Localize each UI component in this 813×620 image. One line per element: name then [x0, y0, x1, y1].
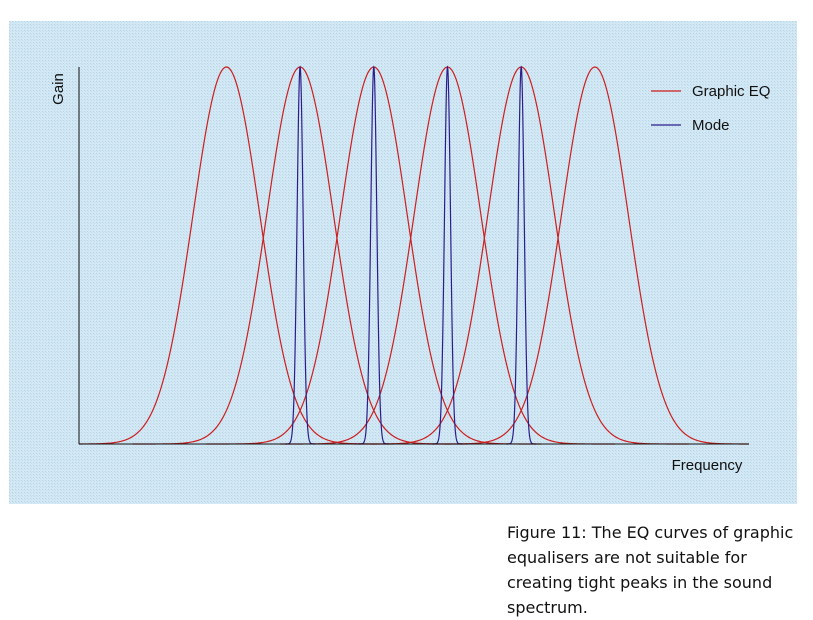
- figure-caption: Figure 11: The EQ curves of graphic equa…: [507, 523, 794, 617]
- legend-label-mode: Mode: [692, 117, 730, 134]
- mode-curve-3: [432, 65, 463, 445]
- y-axis-label: Gain: [50, 73, 67, 105]
- legend-label-graphic-eq: Graphic EQ: [692, 83, 770, 100]
- mode-curve-2: [358, 65, 389, 445]
- graphic-eq-curve-1: [78, 66, 394, 445]
- x-axis-label: Frequency: [672, 457, 743, 474]
- legend: Graphic EQ Mode: [651, 83, 770, 134]
- curve-group: [78, 65, 749, 445]
- mode-curve-1: [285, 65, 316, 445]
- mode-curve-4: [506, 65, 537, 445]
- plot-background: [9, 21, 797, 504]
- graphic-eq-curve-6: [427, 66, 749, 445]
- chart: Frequency Gain Graphic EQ Mode: [9, 21, 797, 504]
